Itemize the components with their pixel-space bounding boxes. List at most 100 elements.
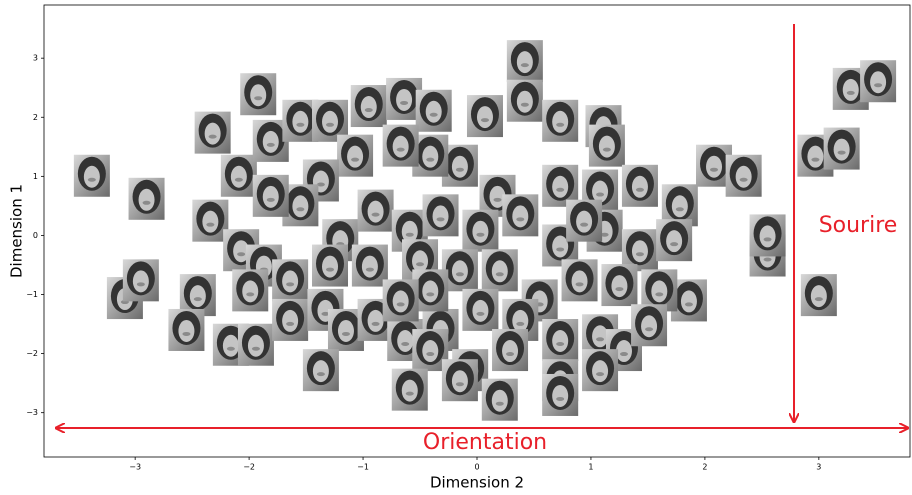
face-shadow [436,217,445,222]
face-shadow [142,200,151,205]
face-thumbnail [582,349,619,392]
face-thumbnail [621,164,658,207]
face-thumbnail [350,85,387,128]
face-shadow [619,352,628,357]
face-skin [491,260,508,283]
face-thumbnail [441,144,478,187]
face-shadow [401,342,410,347]
face-thumbnail [272,298,309,341]
face-skin [516,51,533,74]
face-skin [571,270,588,293]
face-skin [282,270,299,293]
face-skin [262,185,279,208]
face-shadow [316,182,325,187]
y-tick-label: 3 [33,54,38,63]
face-shadow [480,118,489,123]
face-skin [552,235,569,258]
face-thumbnail [192,199,229,242]
face-thumbnail [391,368,428,411]
face-shadow [556,122,565,127]
face-skin [576,210,593,233]
face-thumbnail [800,274,837,317]
x-tick-label: 1 [588,463,593,472]
face-shadow [670,242,679,247]
face-shadow [455,272,464,277]
x-tick-label: −1 [357,463,369,472]
face-skin [189,285,206,308]
face-shadow [493,197,502,202]
face-thumbnail [422,194,459,237]
face-thumbnail [542,319,579,362]
face-skin [472,299,489,322]
face-shadow [316,372,325,377]
face-shadow [266,142,275,147]
face-skin [833,138,850,161]
face-shadow [596,372,605,377]
face-skin [178,319,195,342]
face-shadow [266,197,275,202]
face-skin [489,185,506,208]
face-shadow [341,331,350,336]
face-shadow [846,90,855,95]
face-shadow [763,237,772,242]
face-skin [552,330,569,353]
face-skin [361,255,378,278]
face-shadow [182,331,191,336]
face-thumbnail [631,304,668,347]
face-thumbnail [542,164,579,207]
face-shadow [371,212,380,217]
face-shadow [426,352,435,357]
face-skin [680,290,697,313]
face-shadow [516,321,525,326]
face-skin [204,122,221,145]
face-shadow [710,167,719,172]
face-shadow [556,187,565,192]
face-shadow [814,297,823,302]
face-shadow [396,302,405,307]
face-thumbnail [542,373,579,416]
face-shadow [476,232,485,237]
face-thumbnail [382,124,419,167]
face-shadow [351,157,360,162]
face-shadow [416,262,425,267]
face-skin [282,309,299,332]
face-skin [422,145,439,168]
face-thumbnail [860,60,897,103]
face-thumbnail [351,244,388,287]
face-shadow [635,187,644,192]
face-skin [412,250,429,273]
face-skin [292,195,309,218]
face-shadow [426,157,435,162]
y-axis-label: Dimension 1 [8,184,26,278]
face-thumbnail [823,127,860,170]
face-shadow [364,108,373,113]
face-skin [451,260,468,283]
face-thumbnail [502,194,539,237]
face-shadow [556,247,565,252]
face-shadow [655,292,664,297]
face-thumbnail [122,259,159,302]
face-thumbnail [168,308,205,351]
face-thumbnail [542,99,579,142]
face-skin [401,379,418,402]
face-thumbnail [402,239,439,282]
face-shadow [429,112,438,117]
face-shadow [516,217,525,222]
face-skin [132,270,149,293]
face-shadow [296,122,305,127]
face-shadow [365,267,374,272]
face-shadow [237,252,246,257]
face-shadow [600,232,609,237]
face-skin [396,88,413,111]
face-shadow [615,287,624,292]
face-thumbnail [502,298,539,341]
face-skin [432,205,449,228]
face-shadow [675,207,684,212]
face-thumbnail [441,359,478,402]
face-skin [367,309,384,332]
face-skin [422,340,439,363]
face-thumbnail [252,174,289,217]
face-skin [322,255,339,278]
x-tick-label: −3 [129,463,141,472]
annotation: Sourire [819,213,898,238]
